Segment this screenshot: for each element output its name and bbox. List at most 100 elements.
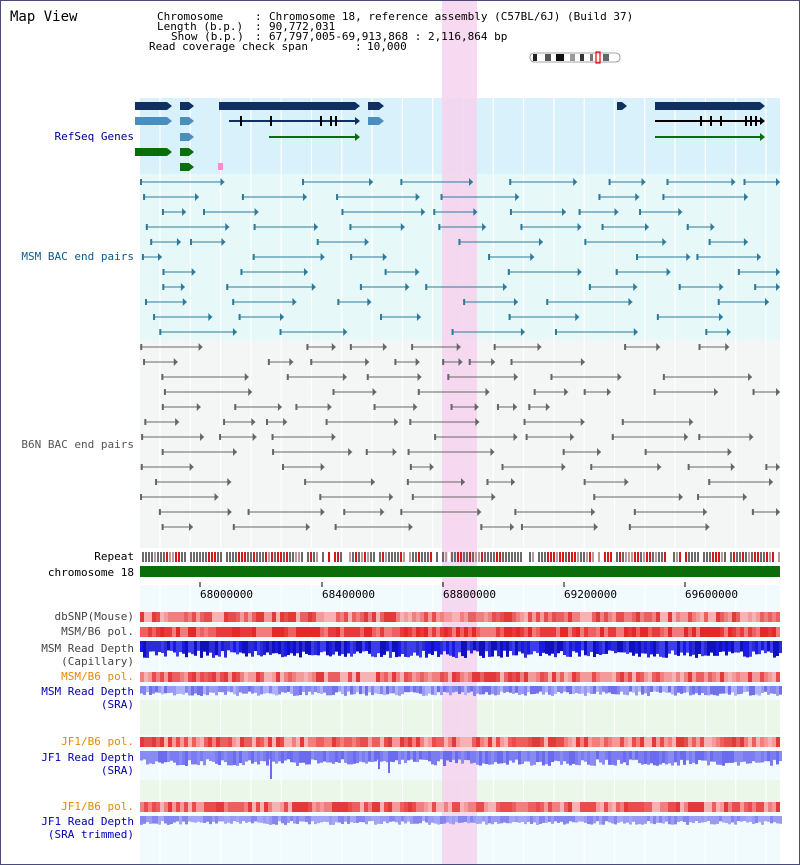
read-depth-bar bbox=[425, 641, 428, 658]
repeat-mark bbox=[637, 552, 639, 562]
read-depth-bar bbox=[395, 751, 398, 761]
polymorphism-cell bbox=[456, 802, 460, 812]
polymorphism-cell bbox=[732, 612, 736, 622]
polymorphism-cell bbox=[628, 802, 632, 812]
read-depth-bar bbox=[653, 816, 656, 825]
polymorphism-cell bbox=[692, 737, 696, 747]
polymorphism-cell bbox=[448, 672, 452, 682]
read-depth-bar bbox=[281, 816, 284, 824]
read-depth-bar bbox=[212, 641, 215, 658]
read-depth-bar bbox=[488, 816, 491, 824]
polymorphism-cell bbox=[312, 627, 316, 637]
read-depth-bar bbox=[680, 686, 683, 694]
read-depth-bar bbox=[704, 686, 707, 696]
read-depth-bar bbox=[563, 751, 566, 762]
polymorphism-cell bbox=[536, 627, 540, 637]
polymorphism-cell bbox=[616, 672, 620, 682]
read-depth-bar bbox=[497, 686, 500, 695]
polymorphism-cell bbox=[728, 627, 732, 637]
read-depth-bar bbox=[716, 816, 719, 824]
polymorphism-cell bbox=[372, 627, 376, 637]
polymorphism-cell bbox=[760, 612, 764, 622]
read-depth-bar bbox=[704, 751, 707, 761]
repeat-mark bbox=[181, 552, 183, 562]
polymorphism-cell bbox=[564, 627, 568, 637]
polymorphism-cell bbox=[744, 737, 748, 747]
gene-arrow bbox=[189, 163, 194, 171]
polymorphism-cell bbox=[236, 627, 240, 637]
polymorphism-cell bbox=[416, 612, 420, 622]
bac-end-mark bbox=[219, 434, 222, 440]
polymorphism-cell bbox=[396, 672, 400, 682]
read-depth-bar bbox=[392, 751, 395, 763]
read-depth-bar bbox=[716, 751, 719, 765]
repeat-mark bbox=[343, 552, 345, 562]
read-depth-bar bbox=[263, 751, 266, 762]
bac-end-arrow bbox=[331, 343, 336, 351]
polymorphism-cell bbox=[324, 627, 328, 637]
bac-end-mark bbox=[509, 209, 512, 215]
polymorphism-cell bbox=[296, 802, 300, 812]
read-depth-bar bbox=[572, 751, 575, 764]
read-depth-bar bbox=[539, 641, 542, 657]
read-depth-bar bbox=[584, 686, 587, 696]
polymorphism-cell bbox=[596, 672, 600, 682]
bac-end-mark bbox=[190, 239, 193, 245]
read-depth-bar bbox=[503, 751, 506, 764]
polymorphism-cell bbox=[444, 737, 448, 747]
polymorphism-cell bbox=[516, 672, 520, 682]
read-depth-bar bbox=[626, 751, 629, 766]
read-depth-bar bbox=[659, 686, 662, 693]
bac-end-mark bbox=[265, 419, 268, 425]
read-depth-bar bbox=[155, 816, 158, 824]
polymorphism-cell bbox=[232, 802, 236, 812]
repeat-mark bbox=[646, 552, 648, 562]
polymorphism-cell bbox=[424, 672, 428, 682]
read-depth-bar bbox=[317, 751, 320, 764]
read-depth-bar bbox=[320, 816, 323, 823]
polymorphism-cell bbox=[232, 627, 236, 637]
read-depth-bar bbox=[419, 641, 422, 658]
polymorphism-cell bbox=[580, 737, 584, 747]
polymorphism-cell bbox=[672, 672, 676, 682]
polymorphism-cell bbox=[660, 672, 664, 682]
repeat-mark bbox=[187, 552, 189, 562]
read-depth-bar bbox=[227, 751, 230, 766]
read-depth-bar bbox=[647, 816, 650, 822]
read-depth-bar bbox=[545, 641, 548, 654]
repeat-mark bbox=[454, 552, 456, 562]
repeat-mark bbox=[625, 552, 627, 562]
polymorphism-cell bbox=[296, 627, 300, 637]
read-depth-bar bbox=[215, 816, 218, 824]
read-depth-bar bbox=[704, 816, 707, 823]
polymorphism-cell bbox=[740, 802, 744, 812]
read-depth-bar bbox=[557, 816, 560, 823]
gene-model bbox=[229, 120, 355, 122]
read-depth-bar bbox=[458, 686, 461, 695]
read-depth-bar bbox=[644, 751, 647, 764]
read-depth-bar bbox=[266, 686, 269, 694]
bac-end-mark bbox=[359, 284, 362, 290]
bac-end-arrow bbox=[502, 283, 507, 291]
polymorphism-cell bbox=[660, 737, 664, 747]
polymorphism-cell bbox=[664, 612, 668, 622]
ideogram-band bbox=[556, 54, 564, 61]
read-depth-bar bbox=[338, 816, 341, 823]
polymorphism-cell bbox=[764, 612, 768, 622]
read-depth-bar bbox=[407, 641, 410, 658]
read-depth-bar bbox=[479, 686, 482, 695]
read-depth-bar bbox=[209, 816, 212, 825]
polymorphism-cell bbox=[240, 737, 244, 747]
bac-end-mark bbox=[520, 224, 523, 230]
read-depth-bar bbox=[644, 686, 647, 694]
polymorphism-cell bbox=[716, 612, 720, 622]
polymorphism-cell bbox=[176, 672, 180, 682]
repeat-mark bbox=[757, 552, 759, 562]
read-depth-bar bbox=[251, 686, 254, 694]
polymorphism-cell bbox=[772, 627, 776, 637]
repeat-mark bbox=[283, 552, 285, 562]
bac-end-mark bbox=[678, 284, 681, 290]
read-depth-bar bbox=[494, 816, 497, 823]
polymorphism-cell bbox=[276, 627, 280, 637]
